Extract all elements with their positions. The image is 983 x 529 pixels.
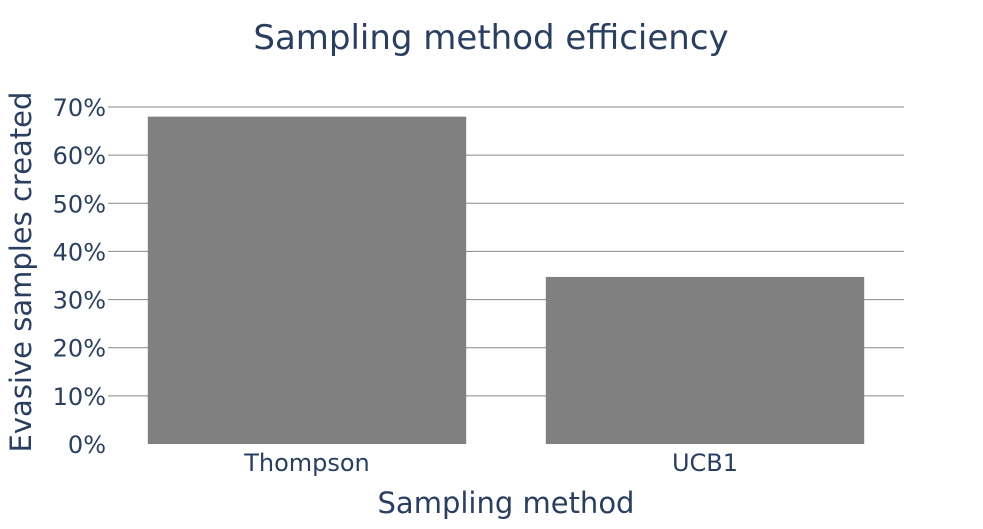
- y-tick-label: 60%: [53, 142, 106, 170]
- bar-thompson[interactable]: [147, 116, 467, 444]
- x-axis-ticks: Thompson UCB1: [243, 449, 738, 477]
- y-tick-label: 70%: [53, 94, 106, 122]
- y-tick-label: 10%: [53, 383, 106, 411]
- chart-title: Sampling method efficiency: [253, 18, 728, 58]
- y-tick-label: 40%: [53, 238, 106, 266]
- y-axis-title: Evasive samples created: [4, 92, 38, 453]
- y-axis-ticks: 0% 10% 20% 30% 40% 50% 60% 70%: [53, 94, 106, 459]
- bar-ucb1[interactable]: [545, 276, 865, 444]
- x-axis-title: Sampling method: [378, 486, 635, 520]
- x-tick-label: Thompson: [243, 449, 370, 477]
- y-tick-label: 30%: [53, 287, 106, 315]
- y-tick-label: 50%: [53, 190, 106, 218]
- y-tick-label: 20%: [53, 335, 106, 363]
- y-tick-label: 0%: [68, 431, 106, 459]
- bars: [147, 116, 865, 444]
- x-tick-label: UCB1: [672, 449, 738, 477]
